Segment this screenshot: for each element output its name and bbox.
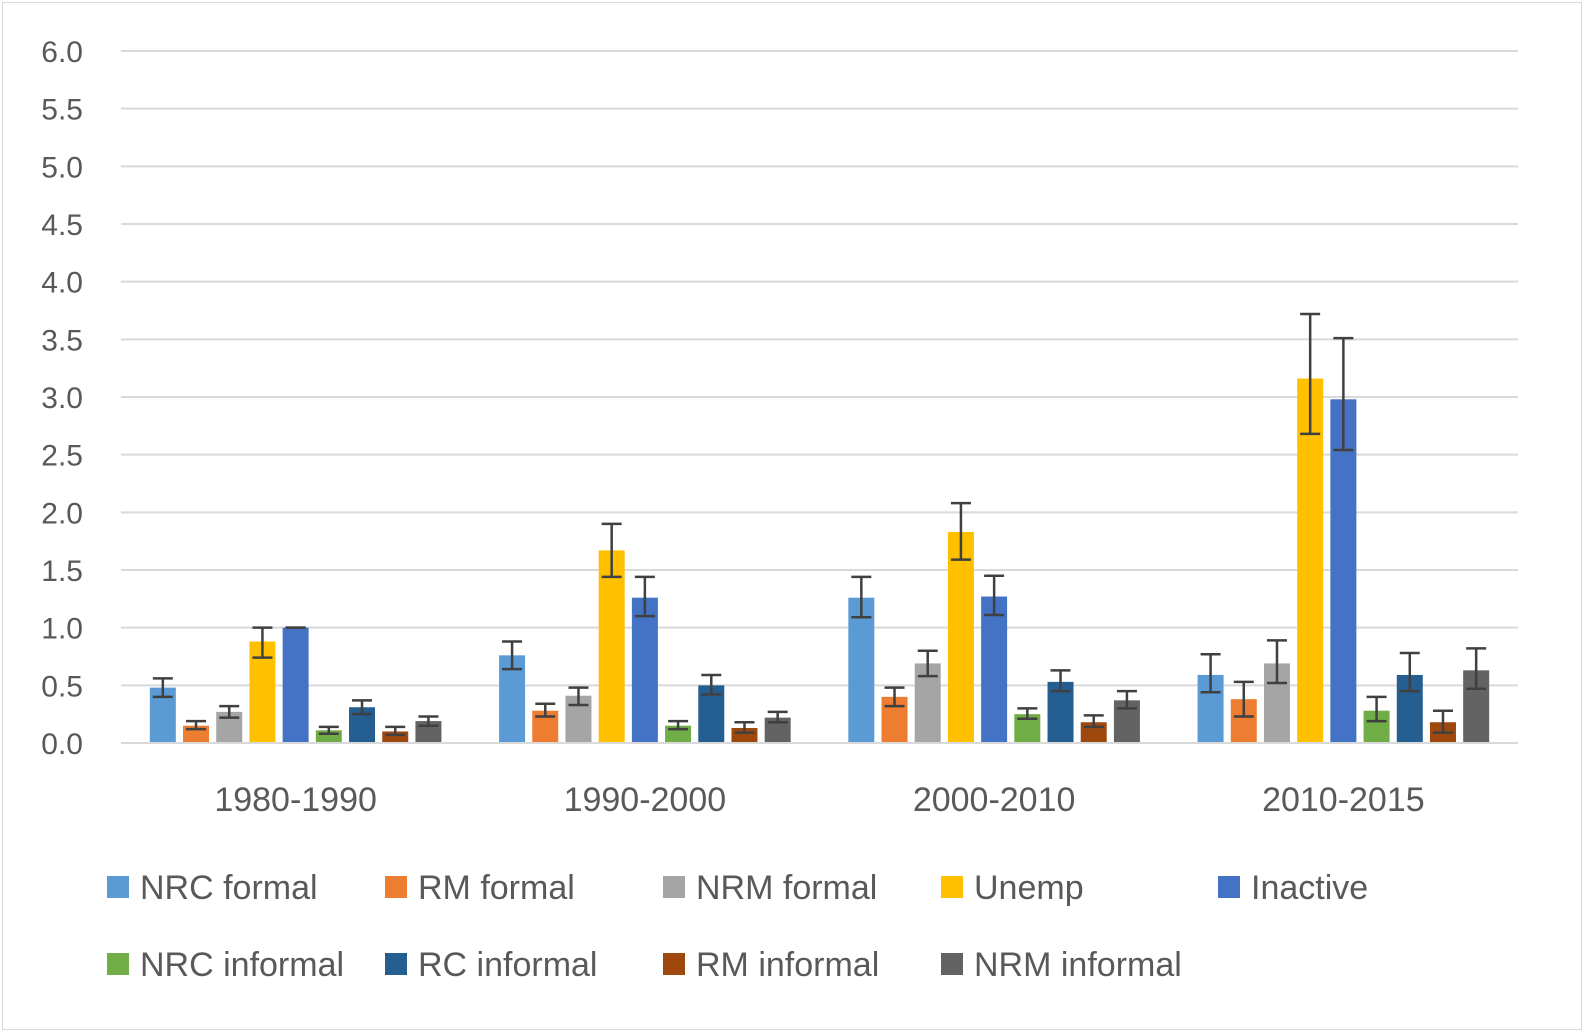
y-tick-label: 5.5 — [41, 94, 83, 127]
legend-label: NRC formal — [140, 869, 318, 907]
chart-svg: 0.00.51.01.52.02.53.03.54.04.55.05.56.0 … — [41, 36, 1518, 984]
legend-label: RM informal — [696, 946, 879, 984]
gridlines — [121, 50, 1518, 687]
bar-nrc-formal — [848, 597, 875, 743]
legend-swatch — [385, 876, 407, 898]
legend-swatch — [941, 953, 963, 975]
legend-swatch — [941, 876, 963, 898]
legend-label: NRM formal — [696, 869, 877, 907]
y-tick-label: 6.0 — [41, 36, 83, 69]
legend: NRC formal RM formal NRM formal Unemp Inacti… — [107, 869, 1368, 984]
y-tick-label: 5.0 — [41, 151, 83, 184]
legend-label: Inactive — [1251, 869, 1368, 907]
y-tick-label: 4.0 — [41, 267, 83, 300]
bar-inactive — [981, 596, 1008, 743]
y-tick-label: 0.0 — [41, 728, 83, 761]
y-tick-label: 2.5 — [41, 440, 83, 473]
bar-rm-informal — [382, 731, 409, 743]
error-bars — [152, 312, 1487, 737]
y-tick-label: 4.5 — [41, 209, 83, 242]
bar-unemp — [1297, 378, 1324, 743]
y-tick-label: 1.5 — [41, 555, 83, 588]
bar-inactive — [282, 627, 309, 743]
x-tick-label: 1990-2000 — [564, 781, 727, 819]
x-tick-label: 2000-2010 — [913, 781, 1076, 819]
bar-unemp — [947, 531, 974, 743]
y-tick-label: 3.0 — [41, 382, 83, 415]
x-axis-tick-labels: 1980-1990 1990-2000 2000-2010 2010-2015 — [214, 781, 1424, 819]
bar-inactive — [1330, 399, 1357, 743]
bar-unemp — [598, 550, 625, 743]
legend-swatch — [107, 953, 129, 975]
y-tick-label: 3.5 — [41, 324, 83, 357]
x-tick-label: 1980-1990 — [214, 781, 377, 819]
legend-swatch — [107, 876, 129, 898]
legend-swatch — [663, 876, 685, 898]
legend-swatch — [385, 953, 407, 975]
y-tick-label: 1.0 — [41, 613, 83, 646]
y-tick-label: 2.0 — [41, 497, 83, 530]
legend-swatch — [1218, 876, 1240, 898]
legend-label: NRM informal — [974, 946, 1182, 984]
y-axis-tick-labels: 0.0 0.5 1.0 1.5 2.0 2.5 3.0 3.5 4.0 4.5 5.0 5.5 6.0 — [41, 36, 83, 761]
legend-label: RM formal — [418, 869, 575, 907]
bar-inactive — [631, 597, 658, 743]
legend-swatch — [663, 953, 685, 975]
x-tick-label: 2010-2015 — [1262, 781, 1425, 819]
bars — [149, 378, 1490, 743]
y-tick-label: 0.5 — [41, 670, 83, 703]
legend-label: RC informal — [418, 946, 597, 984]
legend-label: NRC informal — [140, 946, 344, 984]
legend-label: Unemp — [974, 869, 1084, 907]
